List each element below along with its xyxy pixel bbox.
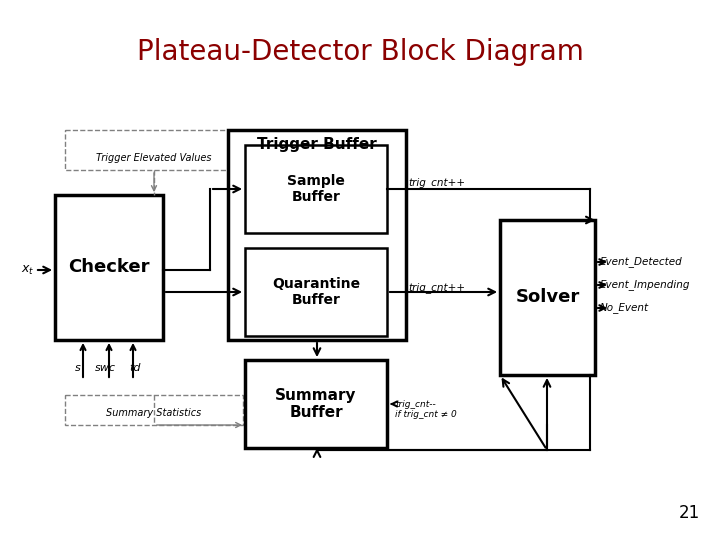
Bar bbox=[500, 220, 595, 375]
Text: trig_cnt++: trig_cnt++ bbox=[408, 178, 465, 188]
Text: Plateau-Detector Block Diagram: Plateau-Detector Block Diagram bbox=[137, 38, 583, 66]
Bar bbox=[228, 130, 406, 340]
Text: Trigger Buffer: Trigger Buffer bbox=[257, 138, 377, 152]
Bar bbox=[245, 360, 387, 448]
Text: Event_Detected: Event_Detected bbox=[600, 256, 683, 267]
Text: Solver: Solver bbox=[516, 288, 580, 307]
Text: $x_t$: $x_t$ bbox=[22, 264, 35, 276]
Bar bbox=[55, 195, 163, 340]
Text: s: s bbox=[75, 363, 81, 373]
Text: trig_cnt++: trig_cnt++ bbox=[408, 282, 465, 293]
Bar bbox=[65, 130, 243, 170]
Text: Checker: Checker bbox=[68, 259, 150, 276]
Text: swc: swc bbox=[94, 363, 115, 373]
Bar bbox=[245, 248, 387, 336]
Text: No_Event: No_Event bbox=[600, 302, 649, 313]
Text: Quarantine
Buffer: Quarantine Buffer bbox=[272, 277, 360, 307]
Bar bbox=[65, 395, 243, 425]
Text: Summary
Buffer: Summary Buffer bbox=[275, 388, 356, 420]
Text: Trigger Elevated Values: Trigger Elevated Values bbox=[96, 153, 212, 163]
Text: td: td bbox=[130, 363, 140, 373]
Text: trig_cnt--
if trig_cnt ≠ 0: trig_cnt-- if trig_cnt ≠ 0 bbox=[395, 400, 456, 420]
Text: Event_Impending: Event_Impending bbox=[600, 280, 690, 291]
Text: Summary Statistics: Summary Statistics bbox=[107, 408, 202, 418]
Text: Sample
Buffer: Sample Buffer bbox=[287, 174, 345, 204]
Bar bbox=[245, 145, 387, 233]
Text: 21: 21 bbox=[679, 504, 700, 522]
